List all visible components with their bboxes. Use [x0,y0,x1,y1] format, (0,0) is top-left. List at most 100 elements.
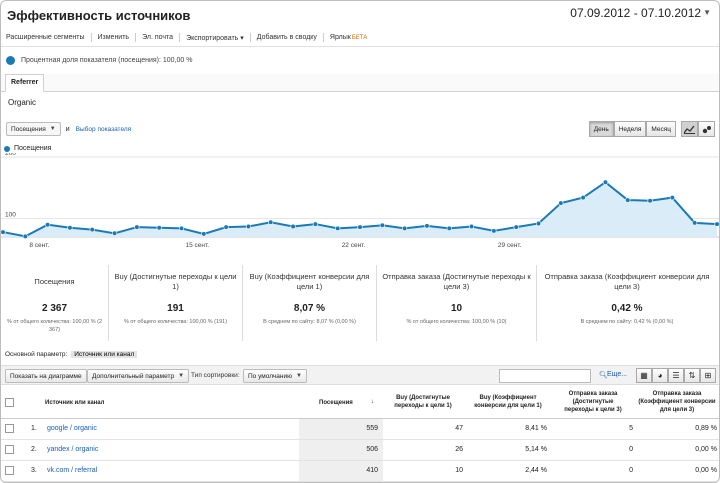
week-button[interactable]: Неделя [613,121,647,137]
data-point[interactable] [45,222,51,228]
data-point[interactable] [223,224,229,230]
table-row: 2. yandex / organic 506 26 5,14 % 0 0,00 % [1,440,719,461]
chevron-down-icon[interactable]: ▼ [703,8,711,17]
motion-chart-glyph[interactable] [702,125,712,134]
comparison-view-icon[interactable]: ⇅ [684,368,700,383]
source-link[interactable]: vk.com / referral [47,467,98,474]
data-point[interactable] [89,227,95,233]
pivot-view-icon[interactable]: ⊞ [700,368,716,383]
day-button[interactable]: День [588,121,614,137]
source-link[interactable]: yandex / organic [47,446,99,453]
data-point[interactable] [290,223,296,230]
data-point[interactable] [513,224,519,230]
header-buy-conv[interactable]: Buy (Коэффициент конверсии для цели 1) [474,395,542,409]
chevron-down-icon[interactable]: ▼ [178,373,185,379]
row-checkbox[interactable] [5,424,14,433]
legend-label: Посещения [14,145,52,152]
month-button[interactable]: Месяц [646,121,676,137]
data-point[interactable] [558,200,564,206]
select-metric-link[interactable]: Выбор показателя [75,125,132,133]
tab-value: Organic [8,98,37,107]
sort-desc-icon[interactable]: ↓ [371,399,374,405]
data-point[interactable] [1,229,6,235]
data-point[interactable] [22,233,28,239]
email-button[interactable]: Эл. почта [142,34,174,41]
edit-button[interactable]: Изменить [97,34,130,41]
secondary-dimension-label[interactable]: Дополнительный параметр [92,372,175,380]
header-order-goal[interactable]: Отправка заказа (Достигнутые переходы к … [564,391,622,413]
data-point[interactable] [268,219,274,225]
motion-chart-icon[interactable] [698,121,715,137]
data-point[interactable] [692,220,698,226]
export-button[interactable]: Экспортировать ▾ [186,34,244,42]
tab-referrer[interactable]: Referrer [5,74,45,92]
select-all-checkbox[interactable] [5,398,14,407]
line-chart-icon[interactable] [681,121,698,137]
chart-legend: Посещения [4,145,51,152]
add-to-dashboard-button[interactable]: Добавить в сводку [256,34,317,41]
and-label: и [65,125,70,133]
dimension-source-medium[interactable]: Источник или канал [71,351,138,358]
data-point[interactable] [468,223,475,230]
advanced-segments-button[interactable]: Расширенные сегменты [6,34,85,41]
data-point[interactable] [402,225,408,231]
export-label[interactable]: Экспортировать [186,34,239,42]
sort-type-value[interactable]: По умолчанию [248,372,292,380]
data-point[interactable] [178,225,185,231]
header-buy-goal[interactable]: Buy (Достигнутые переходы к цели 1) [394,395,452,409]
metric-dropdown-label[interactable]: Посещения [11,125,46,133]
search-icon[interactable]: 🔍︎ [599,372,608,379]
segment-label: Процентная доля показателя (посещения): … [21,57,193,64]
data-point[interactable] [111,230,118,236]
shortcut-label[interactable]: Ярлык [329,34,351,41]
plot-rows-button[interactable]: Показать на диаграмме [5,369,87,383]
advanced-filter-link[interactable]: Еще... [607,371,628,378]
data-point[interactable] [67,225,73,231]
data-point[interactable] [714,221,720,227]
data-point[interactable] [335,225,341,231]
table-search-input[interactable] [499,369,591,383]
header-order-conv[interactable]: Отправка заказа (Коэффициент конверсии д… [638,391,716,413]
chevron-down-icon[interactable]: ▼ [49,126,56,132]
row-checkbox[interactable] [5,445,14,454]
line-chart-glyph[interactable] [684,125,695,134]
explorer-tabs: Referrer [1,74,719,92]
sort-type-dropdown[interactable]: По умолчанию ▼ [243,369,307,383]
data-point[interactable] [357,224,363,230]
data-point[interactable] [491,228,497,234]
data-point[interactable] [312,221,318,227]
pie-view-icon[interactable]: ◕ [652,368,668,383]
data-point[interactable] [580,195,586,201]
period-toggle: День Неделя Месяц [588,121,676,137]
secondary-dimension-dropdown[interactable]: Дополнительный параметр ▼ [87,369,190,383]
shortcut-button[interactable]: ЯрлыкБЕТА [330,34,367,41]
date-range-text[interactable]: 07.09.2012 - 07.10.2012 [570,6,702,20]
data-point[interactable] [424,223,430,229]
scorecard-label: Посещения [34,277,75,286]
order-conv-cell: 0,89 % [695,425,717,432]
header-source[interactable]: Источник или канал [45,400,105,406]
data-point[interactable] [446,225,452,231]
scorecard-label: Отправка заказа (Коэффициент конверсии д… [544,272,710,291]
data-point[interactable] [625,197,631,203]
data-point[interactable] [201,231,207,237]
data-point[interactable] [379,222,385,228]
chevron-down-icon[interactable]: ▼ [295,373,302,379]
data-point[interactable] [134,224,140,230]
data-point[interactable] [535,220,542,227]
source-link[interactable]: google / organic [47,425,97,432]
data-table-view-icon[interactable]: ▦ [636,368,652,383]
header-visits[interactable]: Посещения [319,400,353,406]
data-point[interactable] [647,198,653,204]
data-point[interactable] [602,179,609,185]
data-point[interactable] [669,195,675,201]
scorecard-note: В среднем по сайту: 0,42 % (0,00 %) [580,319,674,325]
data-point[interactable] [245,223,252,230]
performance-view-icon[interactable]: ☰ [668,368,684,383]
date-range-picker[interactable]: 07.09.2012 - 07.10.2012 ▼ [570,6,711,20]
scoreboard: Посещения 2 367 % от общего количества: 10… [1,265,719,341]
row-number: 2. [31,446,37,453]
data-point[interactable] [156,225,162,231]
row-checkbox[interactable] [5,466,14,475]
metric-dropdown[interactable]: Посещения ▼ [6,122,61,136]
